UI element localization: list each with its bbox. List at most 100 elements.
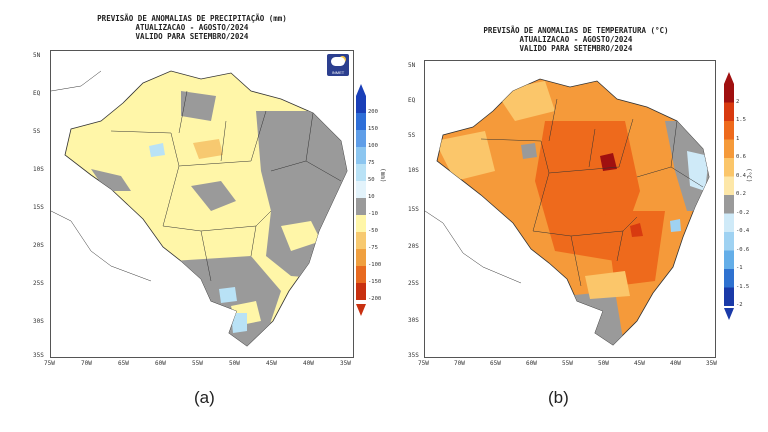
xtick-b-40w: 40W (670, 360, 681, 367)
cloud-icon (331, 57, 345, 66)
logo-text: INMET (331, 70, 345, 75)
panel-b-subtitle-update: ATUALIZACAO - AGOSTO/2024 (519, 35, 633, 44)
state-boundaries-a (110, 90, 342, 282)
xtick-b-70w: 70W (454, 360, 465, 367)
colorbar-a-segment (356, 164, 366, 181)
colorbar-a-label: -10 (368, 211, 378, 217)
wet-spot-center (149, 143, 165, 157)
xtick-70w: 70W (81, 360, 92, 367)
colorbar-b-label: 2 (736, 98, 740, 105)
ytick-b-5n: 5N (408, 62, 416, 69)
panel-a-subtitle-valid: VALIDO PARA SETEMBRO/2024 (135, 32, 249, 41)
wet-spot-north (141, 71, 163, 76)
colorbar-b-segment (724, 232, 734, 251)
colorbar-a-label: -75 (368, 245, 378, 251)
ytick-b-15s: 15S (408, 206, 419, 213)
colorbar-b-segment (724, 102, 734, 121)
ytick-15s: 15S (33, 204, 44, 211)
colorbar-b-label: -0.4 (736, 228, 750, 234)
mild-west (437, 131, 495, 181)
panel-a-title: PREVISÃO DE ANOMALIAS DE PRECIPITAÇÃO (m… (97, 14, 287, 23)
colorbar-a-segment (356, 130, 366, 147)
colorbar-b-label: 0.2 (736, 191, 746, 197)
xtick-40w: 40W (303, 360, 314, 367)
near-normal-south-b (565, 291, 625, 345)
colorbar-a-segment (356, 113, 366, 130)
colorbar-a-label: 100 (368, 143, 378, 149)
mild-south (585, 271, 630, 299)
colorbar-a-segment (356, 283, 366, 300)
xtick-45w: 45W (266, 360, 277, 367)
colorbar-b-label: -0.2 (736, 209, 750, 216)
colorbar-a-segment (356, 215, 366, 232)
colorbar-a-segment (356, 266, 366, 283)
colorbar-a-segment (356, 147, 366, 164)
colorbar-b-label: 1 (736, 135, 740, 142)
panel-b-title: PREVISÃO DE ANOMALIAS DE TEMPERATURA (°C… (483, 26, 669, 35)
colorbar-a-segment (356, 181, 366, 198)
temperature-map-svg (425, 78, 710, 346)
precipitation-map-svg (51, 70, 348, 347)
xtick-b-45w: 45W (634, 360, 645, 367)
panel-b-caption: (b) (548, 388, 569, 407)
dry-tongue-east (281, 221, 321, 251)
colorbar-b-segment (724, 287, 734, 306)
hot-spot (600, 153, 617, 171)
temperature-panel: PREVISÃO DE ANOMALIAS DE TEMPERATURA (°C… (384, 0, 768, 432)
colorbar-b-segment (724, 121, 734, 140)
colorbar-b-segment (724, 158, 734, 177)
colorbar-b (724, 72, 734, 320)
xtick-55w: 55W (192, 360, 203, 367)
ytick-b-30s: 30S (408, 317, 419, 324)
colorbar-b-segment (724, 139, 734, 158)
colorbar-a-label: -200 (368, 296, 382, 302)
colorbar-b-segment (724, 269, 734, 288)
ytick-20s: 20S (33, 242, 44, 249)
colorbar-a-segment (356, 96, 366, 113)
xtick-b-50w: 50W (598, 360, 609, 367)
wet-spot-coast (231, 313, 247, 333)
temperature-map (424, 60, 716, 358)
colorbar-b-label: 0.6 (736, 154, 746, 160)
wet-spot-south (219, 287, 237, 303)
xtick-75w: 75W (44, 360, 55, 367)
near-normal-north (181, 91, 216, 121)
dry-anomaly-orange (193, 139, 223, 159)
colorbar-a-label: 50 (368, 177, 375, 183)
xtick-b-75w: 75W (418, 360, 429, 367)
xtick-b-55w: 55W (562, 360, 573, 367)
near-normal-south (161, 256, 281, 346)
cool-spot-east (670, 219, 681, 232)
ytick-b-25s: 25S (408, 280, 419, 287)
colorbar-a-segment (356, 249, 366, 266)
ytick-eq: EQ (33, 90, 41, 97)
precipitation-panel: PREVISÃO DE ANOMALIAS DE PRECIPITAÇÃO (m… (33, 14, 386, 407)
near-normal-center (191, 181, 236, 211)
colorbar-b-label: 1.5 (736, 117, 746, 123)
colorbar-a-label: 200 (368, 109, 378, 115)
colorbar-b-segment (724, 195, 734, 214)
colorbar-a-segment (356, 232, 366, 249)
colorbar-b-label: -0.6 (736, 246, 750, 253)
panel-a-subtitle-update: ATUALIZACAO - AGOSTO/2024 (135, 23, 249, 32)
colorbar-b-segment (724, 84, 734, 103)
panel-b-subtitle-valid: VALIDO PARA SETEMBRO/2024 (519, 44, 633, 53)
xtick-b-65w: 65W (490, 360, 501, 367)
inmet-logo: INMET (327, 54, 349, 76)
xtick-b-35w: 35W (706, 360, 717, 367)
colorbar-b-unit: (°C) (745, 168, 752, 183)
ytick-25s: 25S (33, 280, 44, 287)
colorbar-a-label: -100 (368, 262, 382, 268)
ytick-35s: 35S (33, 352, 44, 359)
colorbar-b-label: -1.5 (736, 283, 750, 290)
ytick-b-35s: 35S (408, 352, 419, 359)
colorbar-a-label: -150 (368, 279, 382, 285)
ytick-30s: 30S (33, 318, 44, 325)
xtick-35w: 35W (340, 360, 351, 367)
colorbar-b-segment (724, 176, 734, 195)
colorbar-a-label: 10 (368, 194, 375, 200)
warm-core-south (605, 211, 665, 286)
panel-a-caption: (a) (194, 388, 215, 407)
colorbar-a-label: 150 (368, 126, 378, 132)
xtick-60w: 60W (155, 360, 166, 367)
